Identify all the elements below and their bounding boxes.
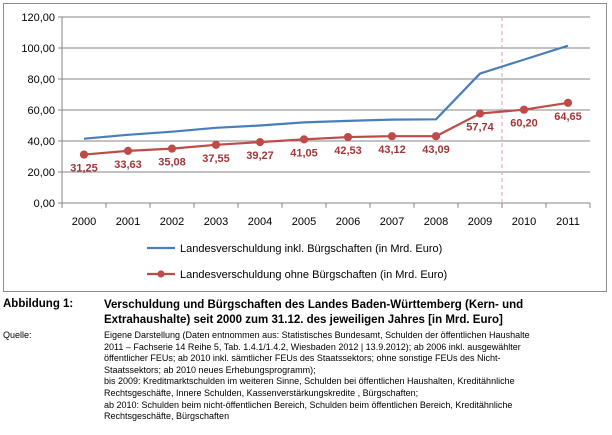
data-label: 37,55 [202,153,230,165]
y-tick-label: 40,00 [27,136,55,148]
series-line [83,101,569,156]
source-line: Rechtsgeschäfte, Innere Schulden, Kassen… [104,387,419,398]
x-tick-label: 2001 [116,216,140,228]
series-lines [79,44,573,159]
data-label: 60,20 [510,118,538,130]
data-label: 43,12 [378,144,406,156]
x-tick-label: 2004 [248,216,272,228]
data-label: 64,65 [554,111,582,123]
x-tick-label: 2011 [556,216,580,228]
x-tick-label: 2006 [336,216,360,228]
x-tick-label: 2005 [292,216,316,228]
data-label: 41,05 [290,147,318,159]
data-labels: 31,25 33,63 35,08 37,55 39,27 41,05 42,53 43,12… [70,111,582,175]
caption-row: Abbildung 1: Verschuldung und Bürgschaft… [3,298,607,328]
y-tick-label: 120,00 [21,12,55,24]
legend-marker [157,270,165,278]
chart-container: 0,00 20,00 40,00 60,00 80,00 100,00 120,00 2000… [3,3,607,292]
x-tick-label: 2007 [380,216,404,228]
y-tick-label: 100,00 [21,43,55,55]
data-point [563,98,573,107]
source-line: ab 2010: Schulden beim nicht-öffentliche… [104,399,513,410]
line-chart: 0,00 20,00 40,00 60,00 80,00 100,00 120,00 2000… [21,12,591,281]
data-label: 43,09 [422,144,450,156]
data-point [519,105,529,114]
y-tick-label: 0,00 [34,198,55,210]
data-point [431,132,441,141]
x-tick-label: 2009 [468,216,492,228]
y-tick-label: 20,00 [27,167,55,179]
source-line: 2011 – Fachserie 14 Reihe 5, Tab. 1.4.1/… [104,341,521,352]
source-line: Staatssektors; ab 2010 neues Erhebungspr… [104,364,316,375]
data-label: 35,08 [158,157,186,169]
legend: Landesverschuldung inkl. Bürgschaften (i… [147,243,447,281]
y-tick-label: 80,00 [27,74,55,86]
data-point [123,146,133,155]
source-line: bis 2009: Kreditmarktschulden im weitere… [104,376,515,387]
gridlines [62,16,590,204]
y-tick-label: 60,00 [27,105,55,117]
data-label: 42,53 [334,145,362,157]
legend-entry: Landesverschuldung inkl. Bürgschaften (i… [180,243,442,255]
x-tick-label: 2003 [204,216,228,228]
source-text: Eigene Darstellung (Daten entnommen aus:… [104,330,604,423]
x-tick-label: 2002 [160,216,184,228]
data-label: 39,27 [246,150,274,162]
data-point [343,132,353,142]
data-point [167,144,177,153]
data-point [475,109,485,118]
data-point [299,135,309,144]
legend-entry: Landesverschuldung ohne Bürgschaften (in… [180,269,447,281]
x-tick-label: 2000 [72,216,96,228]
caption-label: Abbildung 1: [3,298,74,310]
data-point [211,140,221,149]
source-line: öffentlicher FEUs; ab 2010 inkl. sämtlic… [104,353,501,364]
figure-caption: Abbildung 1: Verschuldung und Bürgschaft… [3,298,607,423]
caption-title: Verschuldung und Bürgschaften des Landes… [104,299,524,326]
source-line: Eigene Darstellung (Daten entnommen aus:… [104,330,530,340]
data-point [79,150,89,159]
x-tick-label: 2010 [512,216,536,228]
data-point [387,132,397,141]
data-label: 31,25 [70,163,98,175]
source-line: Rechtsgeschäfte, Bürgschaften [104,411,230,422]
data-label: 33,63 [114,159,142,171]
source-row: Quelle: Eigene Darstellung (Daten entnom… [3,330,607,423]
axes: 0,00 20,00 40,00 60,00 80,00 100,00 120,00 2000… [21,12,591,228]
source-label: Quelle: [3,330,32,340]
data-label: 57,74 [466,122,494,134]
series-line [83,44,569,140]
data-point [255,138,265,147]
x-tick-label: 2008 [424,216,448,228]
